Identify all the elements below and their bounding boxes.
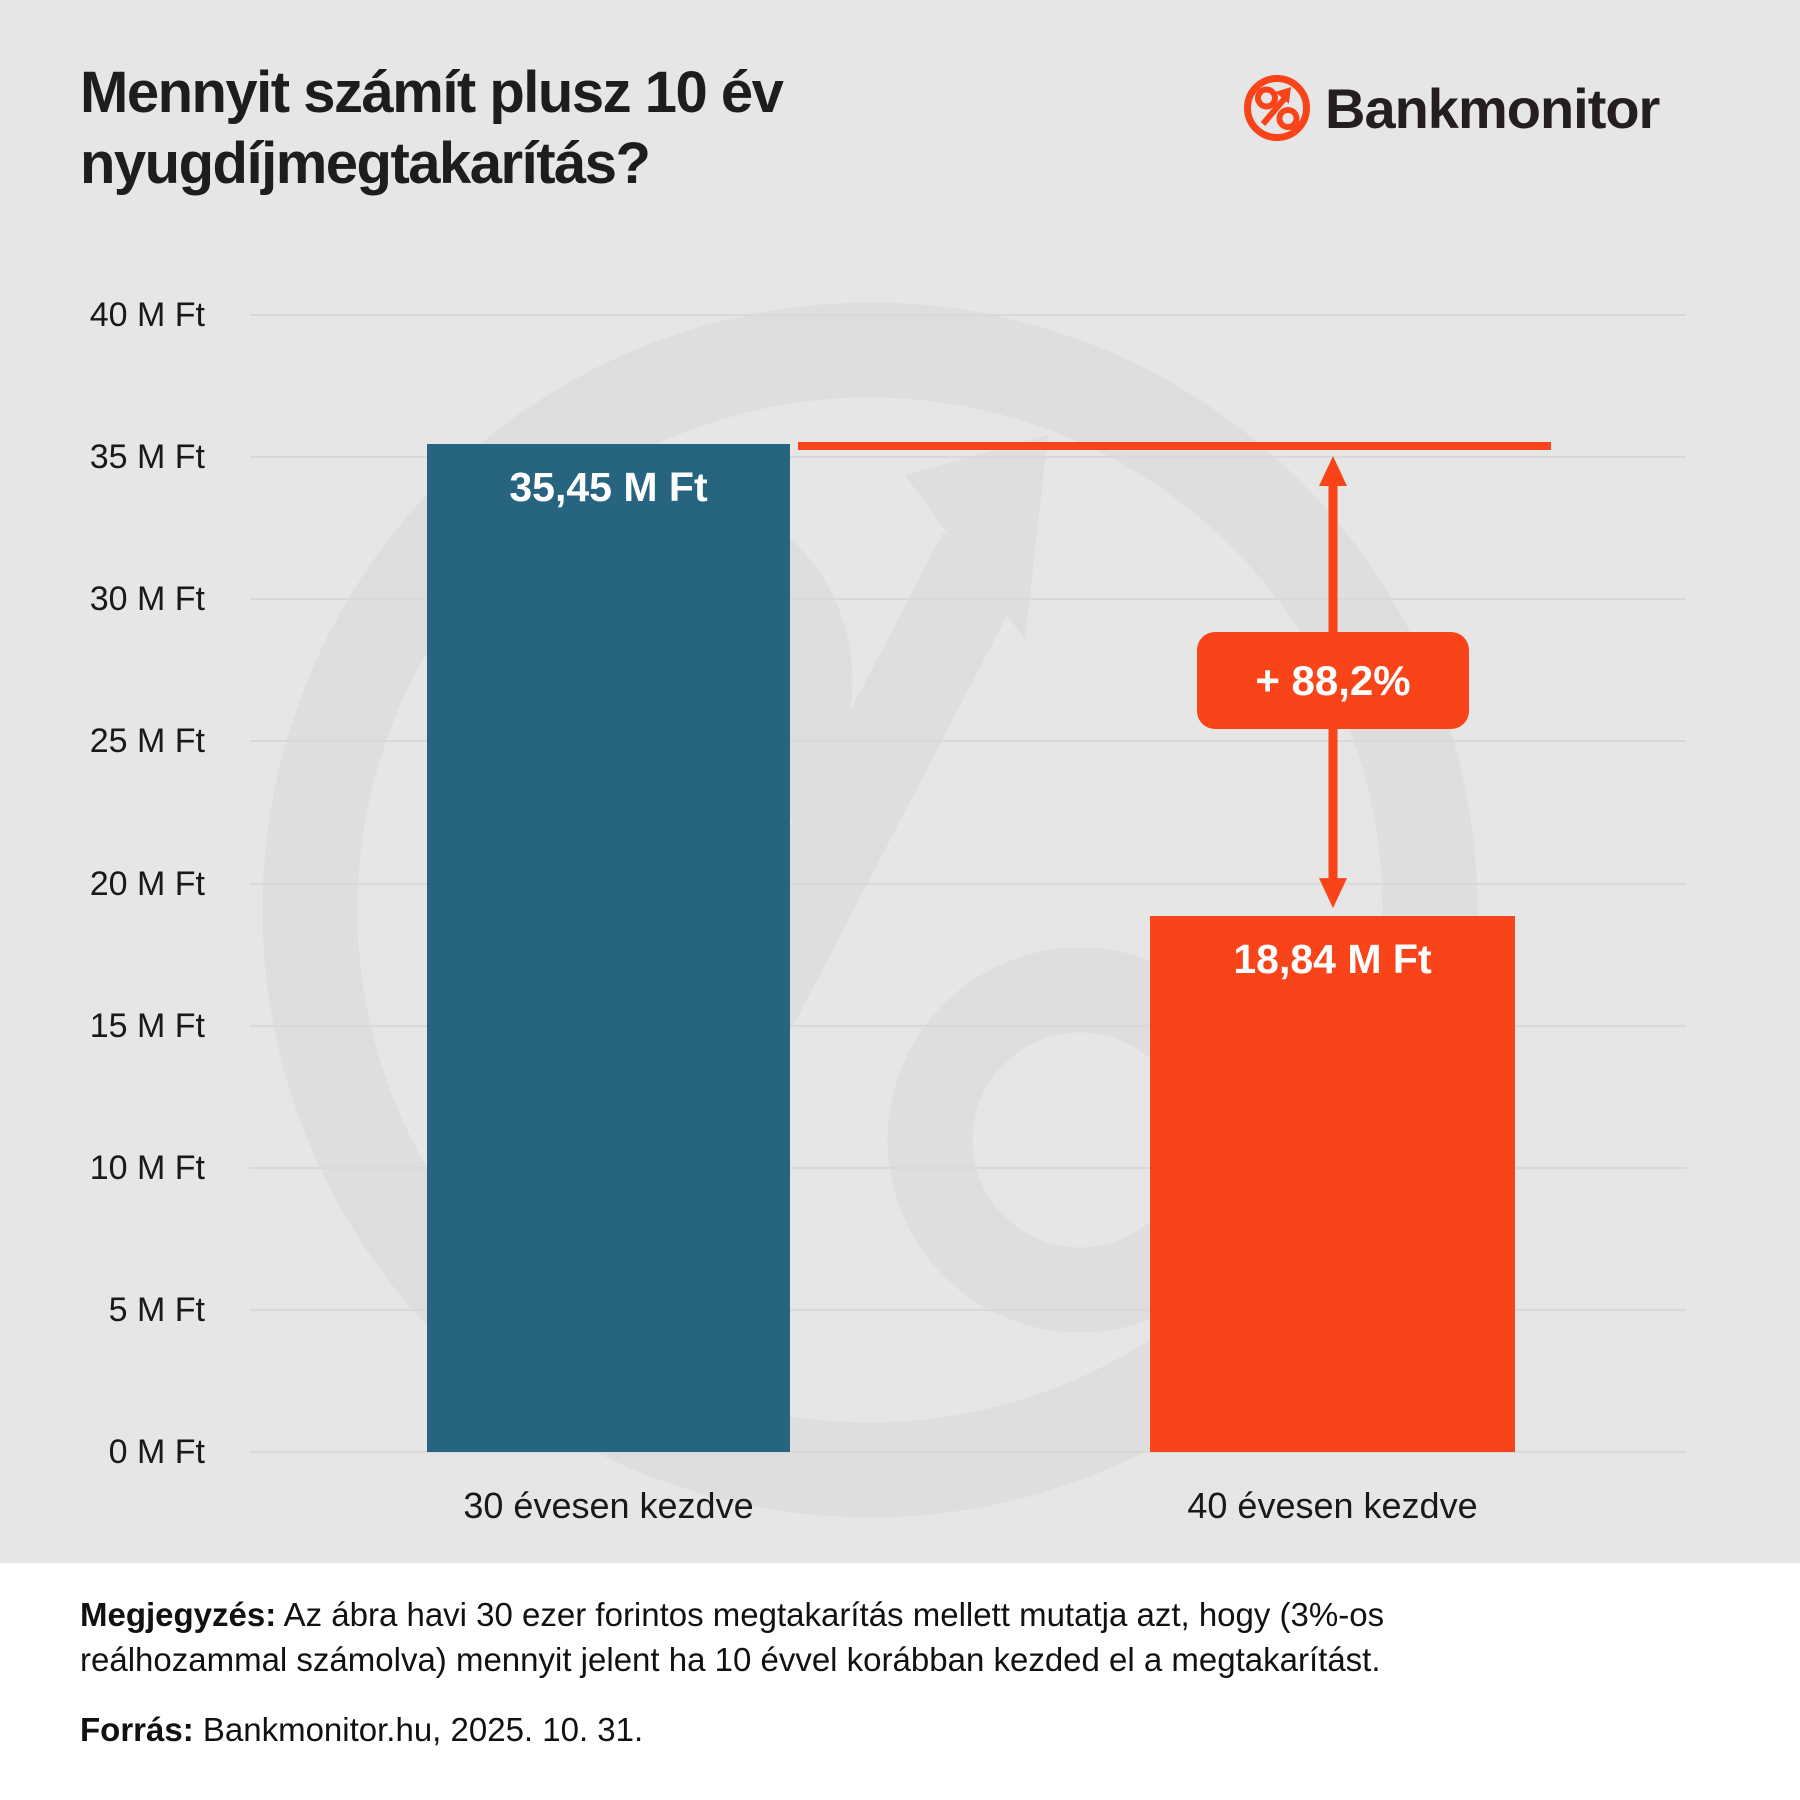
gridline [250,1166,1686,1169]
chart-note: Megjegyzés: Az ábra havi 30 ezer forinto… [80,1593,1480,1682]
gridline [250,1024,1686,1027]
source-text: Bankmonitor.hu, 2025. 10. 31. [193,1711,644,1749]
y-tick-label: 10 M Ft [89,1148,205,1187]
y-tick-label: 35 M Ft [89,438,205,477]
gridline [250,1451,1686,1453]
footer: Megjegyzés: Az ábra havi 30 ezer forinto… [0,1563,1800,1800]
bar-40: 18,84 M Ft [1150,916,1515,1452]
y-tick-label: 5 M Ft [108,1290,205,1329]
y-tick-label: 30 M Ft [89,580,205,619]
y-tick-label: 0 M Ft [108,1433,205,1471]
gridline [250,598,1686,601]
percent-arrow-icon [1244,75,1310,141]
x-axis-label: 40 évesen kezdve [1187,1485,1478,1526]
page-title-line2: nyugdíjmegtakarítás? [80,130,651,196]
gridline [250,314,1686,316]
note-text: Az ábra havi 30 ezer forintos megtakarít… [80,1596,1385,1678]
note-label: Megjegyzés: [80,1596,277,1633]
brand-name: Bankmonitor [1325,76,1660,140]
chart-source: Forrás: Bankmonitor.hu, 2025. 10. 31. [80,1708,1720,1753]
y-tick-label: 40 M Ft [89,296,205,334]
bar-30: 35,45 M Ft [427,444,790,1452]
difference-reference-line [798,442,1551,451]
gridline [250,740,1686,743]
page-title: Mennyit számít plusz 10 év nyugdíjmegtak… [80,58,784,200]
x-axis-label: 30 évesen kezdve [463,1485,754,1526]
gridline [250,1308,1686,1311]
y-tick-label: 25 M Ft [89,722,205,761]
y-tick-label: 20 M Ft [89,864,205,903]
gridline [250,882,1686,885]
y-tick-label: 15 M Ft [89,1006,205,1045]
bankmonitor-logo: Bankmonitor [1243,74,1660,142]
page-title-line1: Mennyit számít plusz 10 év [80,60,784,125]
source-label: Forrás: [80,1711,194,1749]
difference-badge: + 88,2% [1197,632,1469,730]
gridline [250,456,1686,459]
bar-value-label: 35,45 M Ft [509,464,708,511]
bar-value-label: 18,84 M Ft [1233,936,1432,983]
